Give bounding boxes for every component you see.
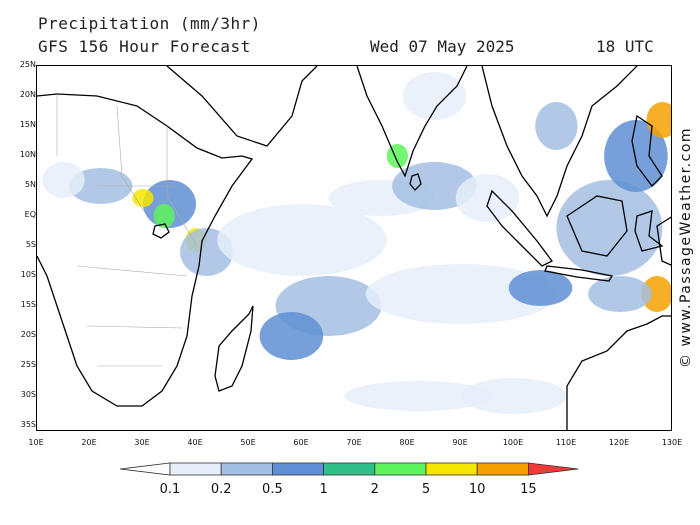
india-coastline xyxy=(356,66,468,178)
lon-tick-label: 60E xyxy=(293,438,309,447)
precip-legend xyxy=(119,462,579,476)
precip-layer xyxy=(42,72,671,414)
lon-tick-label: 90E xyxy=(452,438,468,447)
legend-label: 1 xyxy=(319,482,328,497)
land-layer xyxy=(37,66,671,430)
legend-swatch xyxy=(323,462,376,476)
papua-coastline xyxy=(656,216,671,266)
lat-tick-label: EQ xyxy=(24,210,36,219)
lon-tick-label: 80E xyxy=(399,438,415,447)
lon-tick-label: 10E xyxy=(28,438,44,447)
lat-tick-label: 15S xyxy=(20,300,36,309)
lat-tick-label: 15N xyxy=(19,120,36,129)
lat-tick-label: 10N xyxy=(19,150,36,159)
precip-area xyxy=(344,381,493,411)
precip-area xyxy=(588,276,652,312)
java-coastline xyxy=(544,265,614,282)
precip-area xyxy=(386,144,408,168)
lon-tick-label: 120E xyxy=(608,438,630,447)
legend-swatch xyxy=(476,462,529,476)
forecast-date: Wed 07 May 2025 xyxy=(370,37,515,56)
precip-area xyxy=(455,174,520,222)
lat-tick-label: 25S xyxy=(20,360,36,369)
precip-area xyxy=(217,204,387,276)
madagascar-coastline xyxy=(214,305,254,392)
lat-tick-label: 30S xyxy=(20,390,36,399)
forecast-label: GFS 156 Hour Forecast xyxy=(38,37,251,56)
map-canvas xyxy=(37,66,671,430)
legend-low-arrow xyxy=(119,462,171,476)
map-title: Precipitation (mm/3hr) xyxy=(38,14,261,33)
philippines-coastline xyxy=(631,114,663,187)
precip-area xyxy=(259,312,324,360)
legend-label: 10 xyxy=(468,482,486,497)
precip-area xyxy=(508,270,573,306)
legend-swatch xyxy=(169,462,222,476)
legend-label: 2 xyxy=(370,482,379,497)
precip-area xyxy=(646,102,671,138)
lat-tick-label: 25N xyxy=(19,60,36,69)
lake-victoria xyxy=(152,223,170,239)
precip-area xyxy=(132,189,154,207)
precip-area xyxy=(461,378,567,414)
legend-label: 0.1 xyxy=(159,482,181,497)
precip-area xyxy=(604,120,668,192)
watermark: © www.PassageWeather.com xyxy=(678,126,694,368)
precip-area xyxy=(641,276,671,312)
legend-high-arrow xyxy=(528,462,579,476)
precipitation-map[interactable] xyxy=(36,65,672,431)
lon-tick-label: 110E xyxy=(555,438,577,447)
legend-swatch xyxy=(271,462,324,476)
lat-tick-label: 5N xyxy=(24,180,36,189)
africa-borders xyxy=(56,94,198,367)
lon-tick-label: 130E xyxy=(661,438,683,447)
legend-label: 15 xyxy=(520,482,537,497)
legend-swatch xyxy=(374,462,427,476)
legend-swatch xyxy=(425,462,478,476)
lat-tick-label: 20S xyxy=(20,330,36,339)
lon-tick-label: 100E xyxy=(502,438,524,447)
precip-area xyxy=(365,264,557,324)
precip-area xyxy=(556,180,663,276)
legend-swatch xyxy=(220,462,273,476)
legend-label: 0.2 xyxy=(210,482,232,497)
lon-tick-label: 70E xyxy=(346,438,362,447)
legend-label: 5 xyxy=(421,482,431,497)
sri-lanka-coastline xyxy=(409,173,422,191)
precip-area xyxy=(42,162,85,198)
lon-tick-label: 20E xyxy=(81,438,97,447)
sumatra-coastline xyxy=(486,189,553,267)
lon-tick-label: 50E xyxy=(240,438,256,447)
arabia-coastline xyxy=(166,66,318,147)
lat-tick-label: 35S xyxy=(20,420,36,429)
sulawesi-coastline xyxy=(634,210,664,252)
lon-tick-label: 40E xyxy=(187,438,203,447)
precip-area xyxy=(535,102,578,150)
precip-area xyxy=(402,72,467,120)
lat-tick-label: 5S xyxy=(25,240,36,249)
indochina-coastline xyxy=(481,66,638,218)
lat-tick-label: 20N xyxy=(19,90,36,99)
forecast-time: 18 UTC xyxy=(596,37,654,56)
australia-coastline xyxy=(566,315,671,430)
lon-tick-label: 30E xyxy=(134,438,150,447)
lat-tick-label: 10S xyxy=(20,270,36,279)
precip-area xyxy=(153,204,175,228)
borneo-coastline xyxy=(566,195,628,257)
legend-label: 0.5 xyxy=(262,482,283,497)
